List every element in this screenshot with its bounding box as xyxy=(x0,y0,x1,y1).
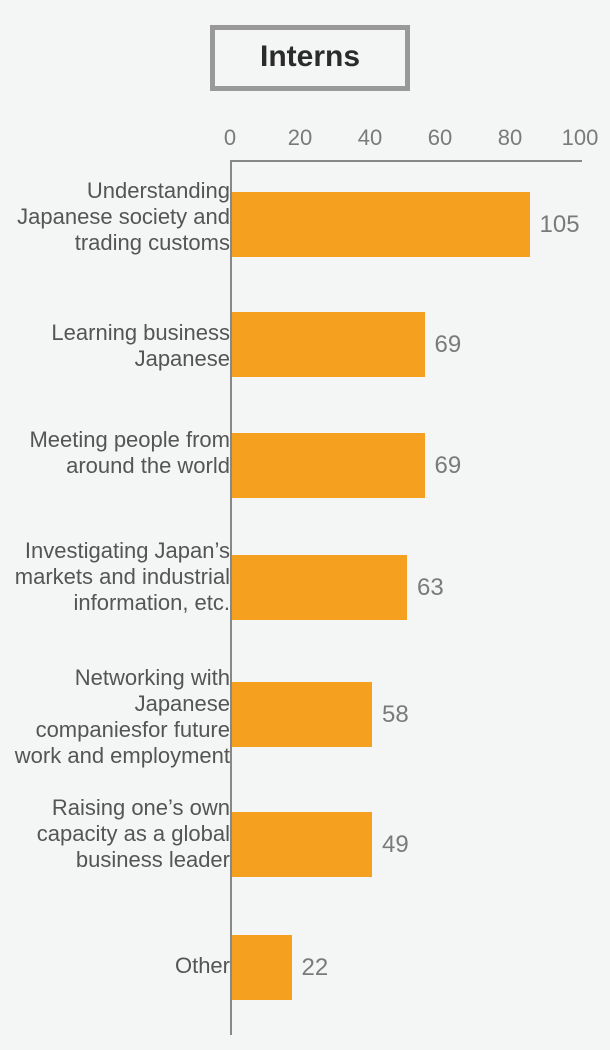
bar xyxy=(232,682,372,747)
x-tick-label: 100 xyxy=(560,125,600,151)
bar-value-label: 22 xyxy=(302,954,329,982)
x-tick-label: 20 xyxy=(280,125,320,151)
chart-row: Other 22 xyxy=(0,925,610,1045)
bar-value-label: 69 xyxy=(435,452,462,480)
chart-title: Interns xyxy=(210,25,410,91)
category-label: Other xyxy=(10,953,230,979)
x-tick-label: 80 xyxy=(490,125,530,151)
bar xyxy=(232,312,425,377)
category-label: Investigating Japan’s markets and indust… xyxy=(10,538,230,616)
category-label: Meeting people from around the world xyxy=(10,427,230,479)
category-label: Raising one’s own capacity as a global b… xyxy=(10,795,230,873)
chart-row: Raising one’s own capacity as a global b… xyxy=(0,790,610,910)
bar xyxy=(232,812,372,877)
category-label: Networking with Japanese companiesfor fu… xyxy=(10,665,230,769)
bar xyxy=(232,433,425,498)
bar xyxy=(232,192,530,257)
bar xyxy=(232,555,407,620)
category-label: Learning business Japanese xyxy=(10,320,230,372)
bar-value-label: 63 xyxy=(417,574,444,602)
bar xyxy=(232,935,292,1000)
x-axis-line xyxy=(230,160,582,162)
category-label: Understanding Japanese society and tradi… xyxy=(10,178,230,256)
bar-value-label: 69 xyxy=(435,331,462,359)
chart-row: Meeting people from around the world 69 xyxy=(0,415,610,535)
chart-row: Learning business Japanese 69 xyxy=(0,300,610,420)
bar-value-label: 49 xyxy=(382,831,409,859)
x-tick-label: 40 xyxy=(350,125,390,151)
chart-row: Networking with Japanese companiesfor fu… xyxy=(0,660,610,780)
bar-value-label: 105 xyxy=(540,211,580,239)
bar-value-label: 58 xyxy=(382,701,409,729)
chart-row: Understanding Japanese society and tradi… xyxy=(0,170,610,290)
x-tick-label: 60 xyxy=(420,125,460,151)
chart-row: Investigating Japan’s markets and indust… xyxy=(0,530,610,650)
x-tick-label: 0 xyxy=(210,125,250,151)
